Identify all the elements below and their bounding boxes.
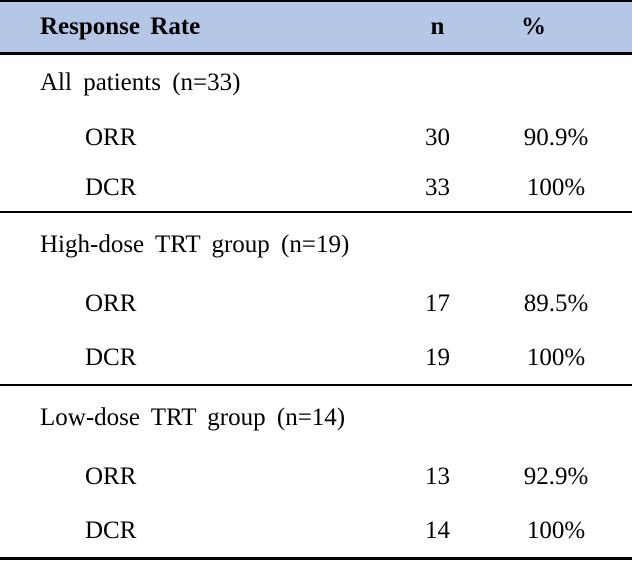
header-n: n	[395, 1, 480, 53]
pct-value-cell: 100%	[526, 173, 586, 201]
group-label: Low-dose TRT group (n=14)	[40, 403, 346, 431]
metric-label-cell: ORR	[85, 463, 137, 490]
table-row: ORR 17 89.5%	[0, 276, 632, 332]
pct-value-cell: 100%	[526, 516, 586, 544]
n-value-cell: 13	[425, 463, 450, 490]
pct-value-cell: 89.5%	[523, 290, 589, 317]
n-value-cell: 33	[425, 173, 450, 201]
header-row: Response Rate n %	[0, 1, 632, 53]
response-rate-table: Response Rate n % All patients (n=33) OR…	[0, 0, 632, 558]
group-row-low-dose: Low-dose TRT group (n=14)	[0, 385, 632, 449]
table-row: ORR 30 90.9%	[0, 111, 632, 164]
table-header-band: Response Rate n %	[0, 1, 632, 53]
header-response-rate: Response Rate	[0, 1, 395, 53]
table-row: DCR 14 100%	[0, 505, 632, 558]
section-high-dose: High-dose TRT group (n=19) ORR 17 89.5% …	[0, 212, 632, 385]
pct-value-cell: 100%	[526, 344, 586, 371]
section-low-dose: Low-dose TRT group (n=14) ORR 13 92.9% D…	[0, 385, 632, 558]
metric-label-cell: DCR	[85, 344, 137, 371]
group-label: High-dose TRT group (n=19)	[40, 230, 350, 258]
group-label: All patients (n=33)	[40, 68, 241, 96]
metric-label-cell: DCR	[85, 516, 137, 544]
section-all-patients: All patients (n=33) ORR 30 90.9% DCR 33 …	[0, 53, 632, 212]
metric-label-cell: DCR	[85, 173, 137, 201]
table-row: ORR 13 92.9%	[0, 449, 632, 505]
metric-label-cell: ORR	[85, 290, 137, 317]
pct-value-cell: 92.9%	[523, 463, 589, 490]
table-row: DCR 33 100%	[0, 164, 632, 212]
pct-value-cell: 90.9%	[523, 123, 589, 151]
table-row: DCR 19 100%	[0, 332, 632, 385]
n-value-cell: 19	[425, 344, 450, 371]
group-row-all-patients: All patients (n=33)	[0, 53, 632, 111]
n-value-cell: 30	[425, 123, 450, 151]
n-value-cell: 14	[425, 516, 450, 544]
group-row-high-dose: High-dose TRT group (n=19)	[0, 212, 632, 276]
header-percent: %	[480, 1, 632, 53]
n-value-cell: 17	[425, 290, 450, 317]
metric-label-cell: ORR	[85, 123, 137, 151]
